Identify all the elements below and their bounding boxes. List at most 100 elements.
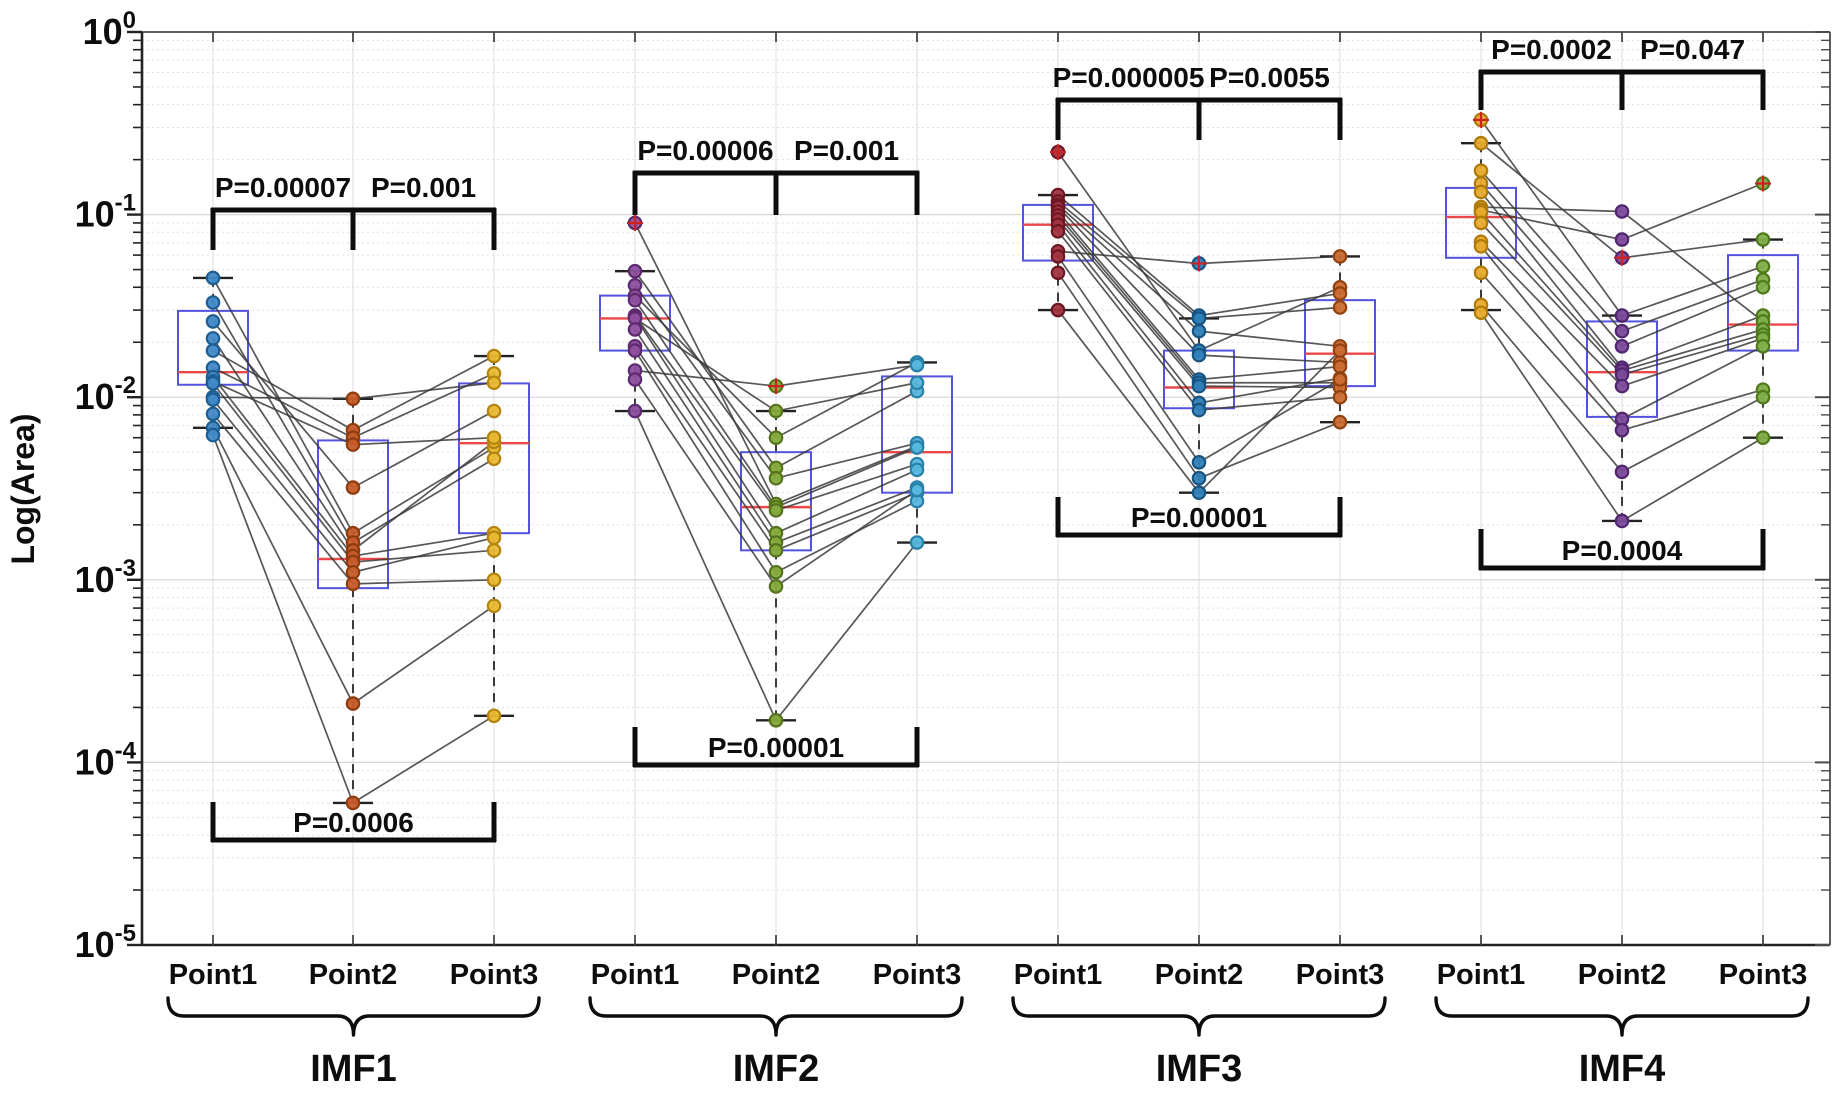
data-point <box>345 391 361 407</box>
data-point <box>909 375 925 391</box>
data-point <box>1332 414 1348 430</box>
group-brace <box>588 996 964 1037</box>
data-point <box>1614 464 1630 480</box>
y-tick-label: 10-2 <box>75 372 136 417</box>
data-point <box>345 576 361 592</box>
group-label: IMF3 <box>1156 1048 1243 1090</box>
imf-group-imf1: P=0.00007 P=0.001 P=0.0006 Point1 Point2 Poin… <box>166 172 541 1090</box>
data-point <box>1755 279 1771 295</box>
data-point <box>1050 302 1066 318</box>
data-point <box>1473 265 1489 281</box>
data-point <box>1191 470 1207 486</box>
data-point <box>1755 232 1771 247</box>
data-point <box>1332 372 1348 387</box>
data-point <box>1191 378 1207 394</box>
data-point <box>1473 135 1489 151</box>
data-point <box>1473 163 1489 178</box>
data-point <box>486 451 502 467</box>
data-point <box>1473 305 1489 321</box>
data-point <box>909 440 925 455</box>
p-value-label: P=0.00001 <box>1131 502 1267 533</box>
y-axis-label: Log(Area) <box>5 413 41 564</box>
data-point <box>768 579 784 594</box>
p-value-label: P=0.00007 <box>215 172 351 203</box>
data-point <box>345 696 361 711</box>
data-point <box>768 430 784 446</box>
data-point <box>1614 204 1630 219</box>
data-point <box>1332 389 1348 405</box>
y-tick-label: 10-1 <box>75 190 136 235</box>
p-value-label: P=0.001 <box>371 172 476 203</box>
x-tick-label: Point2 <box>1578 959 1667 991</box>
data-point <box>1614 378 1630 394</box>
data-point <box>1473 239 1489 254</box>
data-point <box>205 331 221 346</box>
data-point <box>205 376 221 391</box>
data-point <box>1755 259 1771 274</box>
imf-group-imf2: P=0.00006 P=0.001 P=0.00001 Point1 Point2 Poi… <box>588 135 964 1090</box>
group-brace <box>1011 996 1387 1037</box>
data-point <box>1332 300 1348 315</box>
chart-generated-content: P=0.00007 P=0.001 P=0.0006 Point1 Point2 Poin… <box>75 7 1831 1090</box>
data-point <box>1191 402 1207 418</box>
data-point <box>1191 485 1207 500</box>
p-value-label: P=0.0055 <box>1209 62 1330 93</box>
x-tick-label: Point2 <box>1155 959 1244 991</box>
data-point <box>627 403 643 419</box>
data-point <box>486 530 502 546</box>
data-point <box>1191 347 1207 363</box>
y-tick-label: 10-3 <box>75 555 136 600</box>
data-point <box>768 503 784 518</box>
p-value-label: P=0.0004 <box>1562 535 1683 566</box>
data-point <box>909 357 925 373</box>
x-tick-label: Point2 <box>732 959 821 991</box>
data-point <box>768 403 784 419</box>
data-point <box>1614 338 1630 354</box>
data-point <box>205 295 221 310</box>
axes <box>127 30 1831 947</box>
data-point <box>345 437 361 452</box>
data-point <box>1473 215 1489 231</box>
data-point <box>205 427 221 443</box>
data-point <box>768 543 784 558</box>
x-tick-label: Point3 <box>1296 959 1385 991</box>
x-tick-label: Point2 <box>309 959 398 991</box>
data-point <box>486 543 502 558</box>
data-point <box>627 343 643 358</box>
x-tick-label: Point1 <box>591 959 680 991</box>
x-tick-label: Point1 <box>1014 959 1103 991</box>
data-point <box>486 572 502 588</box>
data-point <box>1614 232 1630 247</box>
x-tick-label: Point3 <box>450 959 539 991</box>
group-brace <box>166 996 541 1037</box>
data-point <box>1191 455 1207 470</box>
imf-group-imf4: P=0.0002 P=0.047 P=0.0004 Point1 Point2 Point… <box>1434 34 1810 1090</box>
data-point <box>1332 286 1348 301</box>
data-point <box>1755 389 1771 405</box>
group-label: IMF1 <box>310 1048 397 1090</box>
data-point <box>1614 308 1630 323</box>
data-point <box>1614 513 1630 529</box>
y-tick-label: 10-5 <box>75 920 136 965</box>
data-point <box>205 392 221 407</box>
data-point <box>627 322 643 337</box>
data-point <box>909 535 925 550</box>
data-point <box>909 482 925 498</box>
data-point <box>486 375 502 391</box>
x-tick-label: Point1 <box>1437 959 1526 991</box>
p-value-label: P=0.000005 <box>1053 62 1205 93</box>
data-point <box>205 406 221 422</box>
x-tick-label: Point3 <box>1719 959 1808 991</box>
data-point <box>1473 184 1489 200</box>
data-point <box>486 430 502 446</box>
data-point <box>1332 249 1348 264</box>
data-point <box>486 348 502 364</box>
y-tick-label: 10-4 <box>75 737 137 782</box>
data-point <box>627 372 643 387</box>
data-point <box>1191 311 1207 326</box>
p-value-label: P=0.00006 <box>637 135 773 166</box>
y-tick-label: 100 <box>83 7 136 52</box>
data-point <box>1050 265 1066 281</box>
